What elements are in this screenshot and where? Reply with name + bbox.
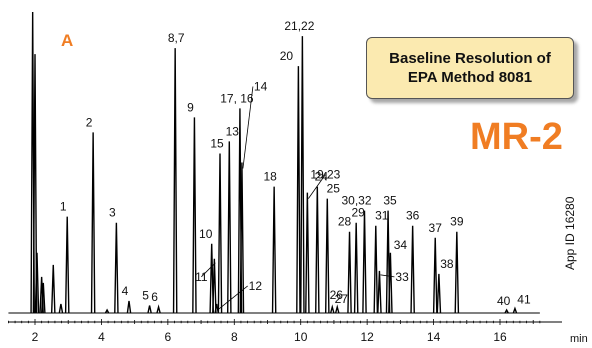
- peak-4: [126, 300, 132, 314]
- trace-layer: [8, 11, 540, 314]
- peak-40: [504, 308, 509, 314]
- peak-label: 36: [406, 209, 420, 223]
- peak-19-23: [305, 192, 310, 314]
- peak-label: 21,22: [284, 19, 314, 33]
- peak-solvent-9: [104, 308, 110, 314]
- label-leader: [201, 262, 216, 278]
- label-leader: [217, 285, 248, 311]
- peak-8-7: [172, 48, 178, 314]
- peak-37: [432, 237, 438, 314]
- peak-solvent-5: [50, 264, 56, 314]
- peak-label: 4: [122, 284, 129, 298]
- peak-11: [212, 258, 217, 314]
- peak-36: [410, 225, 415, 314]
- peak-label: 14: [254, 80, 268, 94]
- callout-line-2: EPA Method 8081: [407, 69, 533, 86]
- peak-15: [217, 153, 223, 314]
- method-callout: Baseline Resolution of EPA Method 8081: [366, 37, 574, 99]
- peak-label: 40: [497, 294, 511, 308]
- peak-29: [353, 222, 359, 314]
- peak-label: 29: [352, 206, 366, 220]
- x-axis-unit: min: [570, 333, 588, 345]
- peak-39: [454, 231, 460, 314]
- peak-label: 37: [429, 221, 443, 235]
- peak-label: 17, 16: [220, 91, 254, 105]
- peak-27: [334, 304, 340, 314]
- peak-24: [315, 186, 320, 314]
- x-tick-label: 8: [231, 330, 238, 344]
- peak-20: [296, 66, 301, 314]
- peak-label: 2: [86, 115, 93, 129]
- peak-6: [156, 304, 161, 314]
- peak-31: [373, 225, 379, 314]
- x-tick-label: 14: [427, 330, 441, 344]
- x-axis: 2 4 6 8 10 12 14 16: [8, 319, 562, 344]
- peak-9: [192, 117, 197, 314]
- peak-26: [329, 304, 335, 314]
- peak-label: 10: [199, 227, 213, 241]
- x-tick-label: 2: [32, 330, 39, 344]
- peak-label: 26: [330, 288, 344, 302]
- peak-label: 11: [195, 270, 208, 284]
- peak-18: [271, 186, 277, 314]
- peak-label: 35: [383, 194, 397, 208]
- peak-41: [512, 306, 518, 314]
- panel-label: A: [61, 31, 74, 50]
- peak-label: 6: [151, 290, 158, 304]
- label-leader: [380, 274, 395, 278]
- peak-30-32: [362, 210, 367, 314]
- peak-21-22: [300, 36, 305, 314]
- peak-label: 20: [280, 49, 294, 63]
- peak-14: [239, 162, 245, 314]
- peak-label: 8,7: [168, 31, 185, 45]
- product-label: MR-2: [470, 116, 563, 158]
- peak-solvent-2: [34, 252, 40, 314]
- peak-label: 34: [394, 238, 408, 252]
- peak-33: [377, 270, 382, 314]
- label-leader: [308, 174, 326, 199]
- peak-label: 38: [440, 257, 454, 271]
- x-tick-label: 4: [98, 330, 105, 344]
- peak-1: [64, 216, 70, 314]
- peak-solvent-1: [32, 54, 38, 314]
- peak-label: 30,32: [341, 194, 371, 208]
- x-tick-label: 16: [493, 330, 507, 344]
- peak-2: [90, 132, 96, 314]
- peak-label: 19,23: [310, 168, 340, 182]
- peak-5: [147, 305, 152, 314]
- x-tick-label: 12: [360, 330, 374, 344]
- peak-label: 5: [142, 288, 149, 302]
- label-leader: [242, 86, 254, 169]
- peak-25: [324, 198, 330, 314]
- peak-13: [227, 141, 232, 314]
- peak-label: 28: [338, 215, 352, 229]
- peak-label: 3: [109, 206, 116, 220]
- peak-38: [436, 273, 442, 314]
- peak-label: 25: [327, 182, 341, 196]
- peak-label: 1: [60, 200, 67, 214]
- peak-label: 9: [187, 100, 194, 114]
- peak-label: 15: [210, 136, 224, 150]
- peak-3: [114, 222, 119, 314]
- peak-label: 13: [226, 124, 240, 138]
- peak-34: [388, 252, 393, 314]
- x-tick-label: 6: [165, 330, 172, 344]
- peak-label: 18: [263, 170, 277, 184]
- peak-28: [347, 231, 352, 314]
- peak-solvent-4: [41, 282, 46, 314]
- peak-label: 39: [450, 215, 464, 229]
- peak-label: 31: [375, 209, 389, 223]
- peak-label: 27: [335, 292, 349, 306]
- peak-label: 33: [395, 270, 409, 284]
- peak-label: 24: [315, 170, 329, 184]
- app-id-label: App ID 16280: [563, 196, 577, 270]
- peak-label: 12: [249, 279, 263, 293]
- x-tick-label: 10: [294, 330, 308, 344]
- peak-label: 41: [517, 292, 531, 306]
- callout-line-1: Baseline Resolution of: [389, 50, 551, 67]
- peak-solvent-6: [58, 303, 64, 314]
